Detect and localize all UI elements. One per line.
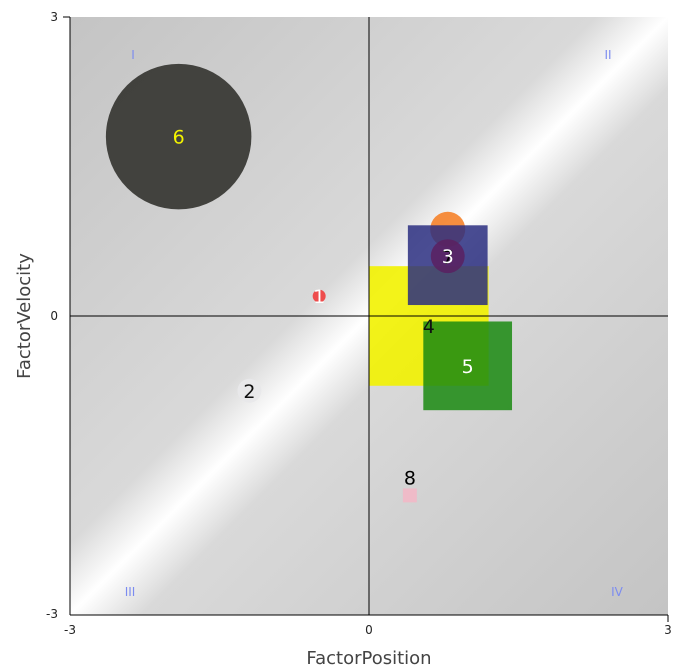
point-3-label: 3 bbox=[442, 246, 454, 268]
point-1-label: 1 bbox=[313, 286, 325, 308]
y-axis-title: FactorVelocity bbox=[14, 253, 35, 379]
y-tick-bottom: -3 bbox=[46, 607, 58, 621]
quadrant-label-1: I bbox=[131, 48, 135, 62]
point-5-label: 5 bbox=[462, 356, 474, 378]
point-6-label: 6 bbox=[173, 127, 185, 149]
data-marks: 6 1 2 4 5 73 8 bbox=[105, 63, 513, 503]
point-8-marker[interactable] bbox=[402, 488, 417, 503]
y-tick-top: 3 bbox=[50, 10, 58, 24]
quadrant-label-4: IV bbox=[611, 585, 624, 599]
point-4-label: 4 bbox=[423, 316, 435, 338]
x-tick-mid: 0 bbox=[365, 623, 373, 637]
point-8-label: 8 bbox=[404, 467, 416, 489]
quadrant-label-3: III bbox=[125, 585, 136, 599]
point-1-marker[interactable] bbox=[312, 289, 326, 303]
point-7-label: 7 bbox=[442, 247, 454, 269]
point-3-marker[interactable] bbox=[430, 239, 465, 274]
point-2-marker[interactable] bbox=[237, 378, 262, 403]
x-tick-left: -3 bbox=[64, 623, 76, 637]
x-axis-title: FactorPosition bbox=[306, 648, 431, 669]
x-tick-right: 3 bbox=[664, 623, 672, 637]
quadrant-label-2: II bbox=[604, 48, 611, 62]
point-6-marker[interactable] bbox=[105, 63, 252, 210]
point-2-label: 2 bbox=[243, 381, 255, 403]
y-tick-mid: 0 bbox=[50, 309, 58, 323]
point-5-marker[interactable] bbox=[423, 321, 513, 411]
